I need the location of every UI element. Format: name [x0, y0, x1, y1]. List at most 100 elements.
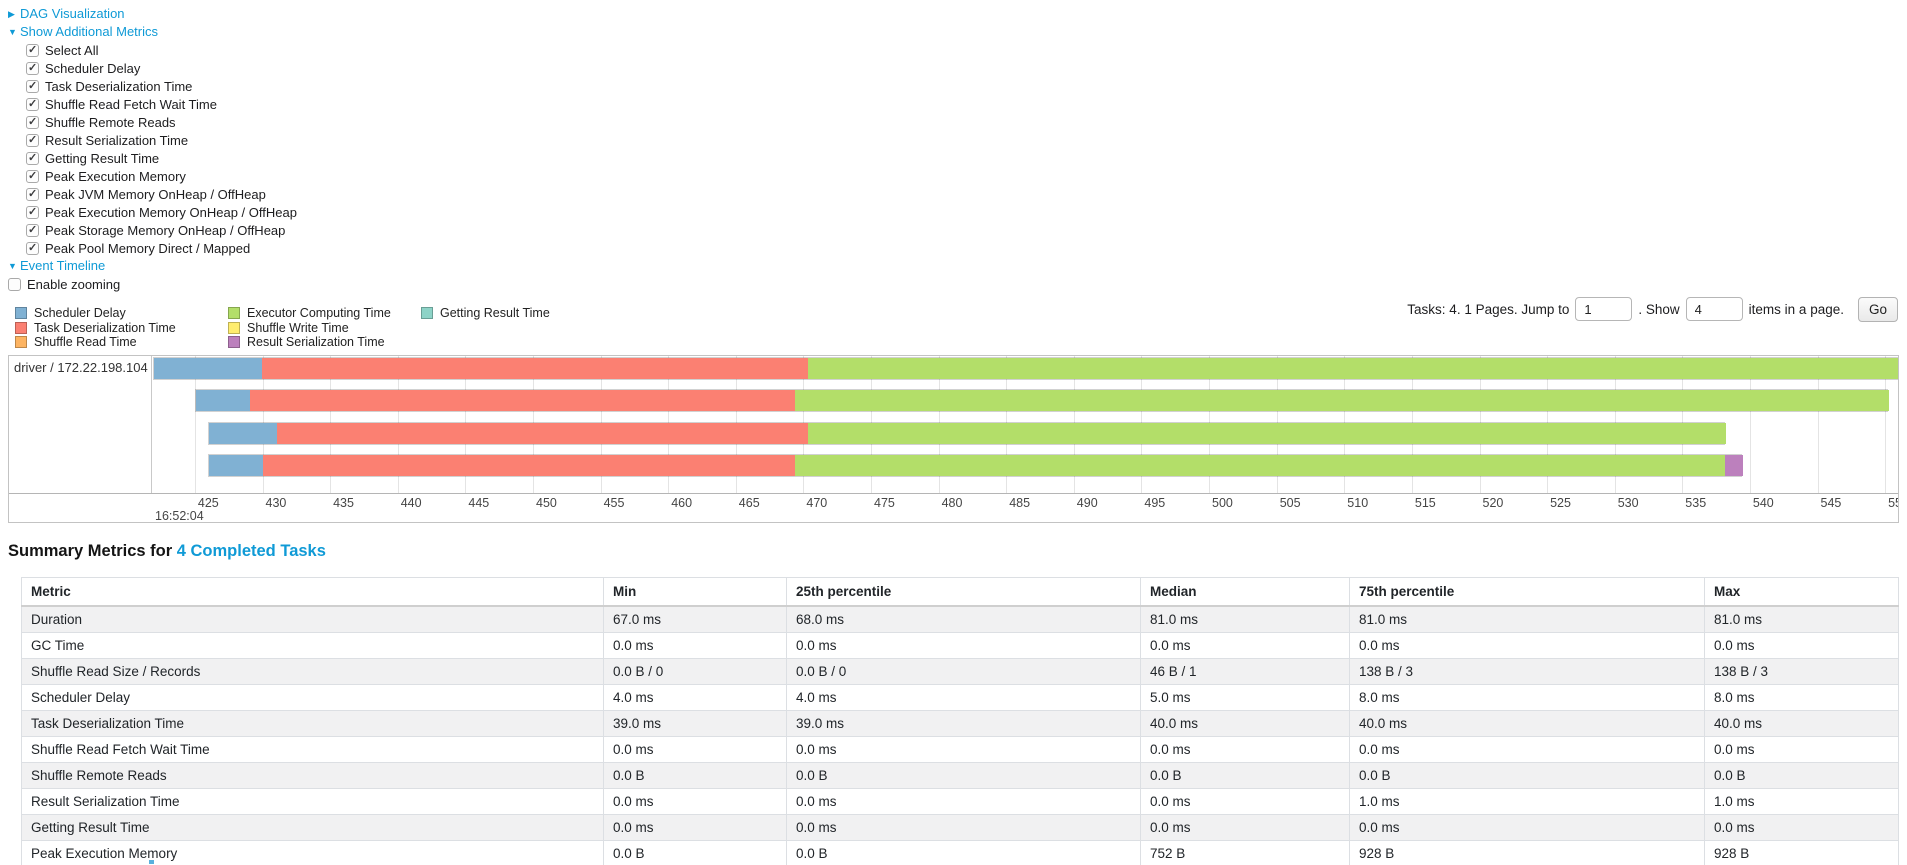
axis-tick-label: 515 [1414, 496, 1436, 510]
table-cell: 46 B / 1 [1140, 658, 1350, 685]
executor_computing-segment [794, 390, 1889, 412]
metric-checkbox[interactable] [26, 78, 39, 95]
axis-tick-label: 485 [1009, 496, 1031, 510]
legend-label: Task Deserialization Time [34, 320, 176, 335]
table-cell: 81.0 ms [1140, 605, 1350, 633]
table-cell: 0.0 ms [786, 632, 1141, 659]
table-cell: 0.0 B / 0 [603, 658, 787, 685]
table-cell: 40.0 ms [1140, 710, 1350, 737]
axis-tick-label: 505 [1279, 496, 1301, 510]
executor_computing-segment [794, 455, 1726, 477]
axis-tick-label: 480 [941, 496, 963, 510]
additional-metrics-checkbox-list: Select All Scheduler Delay Task Deserializ… [26, 42, 297, 258]
table-cell: 928 B [1349, 840, 1705, 865]
table-row: Shuffle Remote Reads 0.0 B 0.0 B 0.0 B 0.0 B… [21, 762, 1899, 789]
table-cell: 40.0 ms [1704, 710, 1899, 737]
timeline-task-bar[interactable] [153, 357, 1898, 380]
legend-item: Scheduler Delay [15, 306, 210, 321]
table-cell: Getting Result Time [21, 814, 604, 841]
metric-checkbox[interactable] [26, 204, 39, 221]
enable-zooming-label: Enable zooming [27, 277, 121, 292]
metric-checkbox[interactable] [26, 132, 39, 149]
metric-checkbox[interactable] [26, 150, 39, 167]
axis-tick-label: 435 [333, 496, 354, 510]
dag-visualization-toggle[interactable]: ▶ DAG Visualization [8, 6, 297, 24]
metric-checkbox-label: Result Serialization Time [45, 133, 189, 148]
expanded-arrow-icon: ▼ [8, 27, 17, 37]
metric-checkbox[interactable] [26, 186, 39, 203]
clipped-element-sliver [149, 860, 154, 864]
metric-checkbox-row: Scheduler Delay [26, 60, 297, 78]
metric-checkbox-label: Peak Execution Memory [45, 169, 186, 184]
executor_computing-segment [808, 422, 1727, 444]
go-button[interactable]: Go [1857, 296, 1898, 322]
axis-tick-label: 525 [1550, 496, 1571, 510]
timeline-time-axis: 425 430 435 440 445 450 455 460 465 470 475 480 485 4… [9, 493, 1898, 522]
metric-checkbox-row: Getting Result Time [26, 150, 297, 168]
table-cell: 0.0 ms [1140, 788, 1350, 815]
metric-checkbox[interactable] [26, 60, 39, 77]
timeline-task-bar[interactable] [208, 421, 1727, 445]
metric-checkbox-label: Peak JVM Memory OnHeap / OffHeap [45, 187, 266, 202]
table-cell: 138 B / 3 [1704, 658, 1899, 685]
table-cell: 0.0 ms [786, 814, 1141, 841]
table-cell: 8.0 ms [1349, 684, 1705, 711]
timeline-task-bar[interactable] [194, 389, 1889, 413]
table-row: Task Deserialization Time 39.0 ms 39.0 ms 4… [21, 710, 1899, 737]
table-header-cell: Min [603, 577, 787, 607]
scheduler_delay-segment [154, 358, 263, 379]
table-cell: 0.0 B [1349, 762, 1705, 789]
axis-tick-label: 490 [1076, 496, 1098, 510]
metric-checkbox-label: Shuffle Read Fetch Wait Time [45, 97, 217, 112]
legend-column: Executor Computing Time Shuffle Write Tim… [228, 306, 403, 350]
axis-tick-label: 430 [265, 496, 287, 510]
table-cell: 0.0 B [603, 840, 787, 865]
legend-label: Executor Computing Time [247, 306, 391, 320]
scheduler_delay-segment [209, 422, 277, 444]
axis-tick-label: 440 [400, 496, 422, 510]
table-cell: 0.0 ms [1140, 814, 1350, 841]
table-cell: 0.0 ms [1349, 736, 1705, 763]
table-row: Shuffle Read Size / Records 0.0 B / 0 0.0 … [21, 658, 1899, 685]
scheduler_delay-swatch-icon [15, 307, 27, 319]
items-per-page-input[interactable] [1685, 297, 1743, 321]
task_deserialization-swatch-icon [15, 321, 27, 334]
metric-checkbox[interactable] [26, 240, 39, 257]
axis-tick-label: 495 [1144, 496, 1166, 510]
axis-gridline [1817, 356, 1819, 493]
table-row: Scheduler Delay 4.0 ms 4.0 ms 5.0 ms 8.0 ms 8… [21, 684, 1899, 711]
table-cell: 0.0 ms [1704, 814, 1899, 841]
metric-checkbox-row: Result Serialization Time [26, 132, 297, 150]
axis-major-label: 16:52:04 [155, 509, 204, 522]
task-pagination-controls: Tasks: 4. 1 Pages. Jump to . Show items … [1407, 296, 1898, 322]
metric-checkbox[interactable] [26, 42, 39, 59]
table-cell: 1.0 ms [1349, 788, 1705, 815]
summary-metrics-title: Summary Metrics for 4 Completed Tasks [8, 542, 326, 561]
enable-zooming-checkbox[interactable] [8, 278, 21, 291]
metric-checkbox[interactable] [26, 222, 39, 239]
executor-group-label: driver / 172.22.198.104 [9, 356, 152, 493]
event-timeline-link[interactable]: Event Timeline [20, 258, 106, 273]
table-header-cell: Metric [21, 577, 604, 607]
timeline-task-bar[interactable] [208, 454, 1743, 478]
dag-visualization-link[interactable]: DAG Visualization [20, 6, 125, 21]
jump-to-page-input[interactable] [1575, 297, 1633, 321]
show-label: . Show [1638, 301, 1680, 317]
metric-checkbox-label: Scheduler Delay [45, 61, 141, 76]
table-cell: 0.0 ms [603, 814, 787, 841]
show-additional-metrics-toggle[interactable]: ▼ Show Additional Metrics [8, 24, 297, 42]
table-cell: 40.0 ms [1349, 710, 1705, 737]
show-additional-metrics-link[interactable]: Show Additional Metrics [20, 24, 159, 39]
task_deserialization-segment [276, 422, 809, 444]
completed-tasks-link[interactable]: 4 Completed Tasks [176, 542, 326, 560]
axis-gridline [194, 356, 196, 493]
metric-checkbox-label: Task Deserialization Time [45, 79, 193, 94]
expanded-arrow-icon: ▼ [8, 261, 17, 271]
event-timeline-toggle[interactable]: ▼ Event Timeline [8, 258, 297, 276]
metric-checkbox[interactable] [26, 168, 39, 185]
metric-checkbox[interactable] [26, 114, 39, 131]
table-cell: 81.0 ms [1349, 605, 1705, 633]
table-cell: Duration [21, 605, 604, 633]
metric-checkbox[interactable] [26, 96, 39, 113]
axis-tick-label: 545 [1820, 496, 1842, 510]
